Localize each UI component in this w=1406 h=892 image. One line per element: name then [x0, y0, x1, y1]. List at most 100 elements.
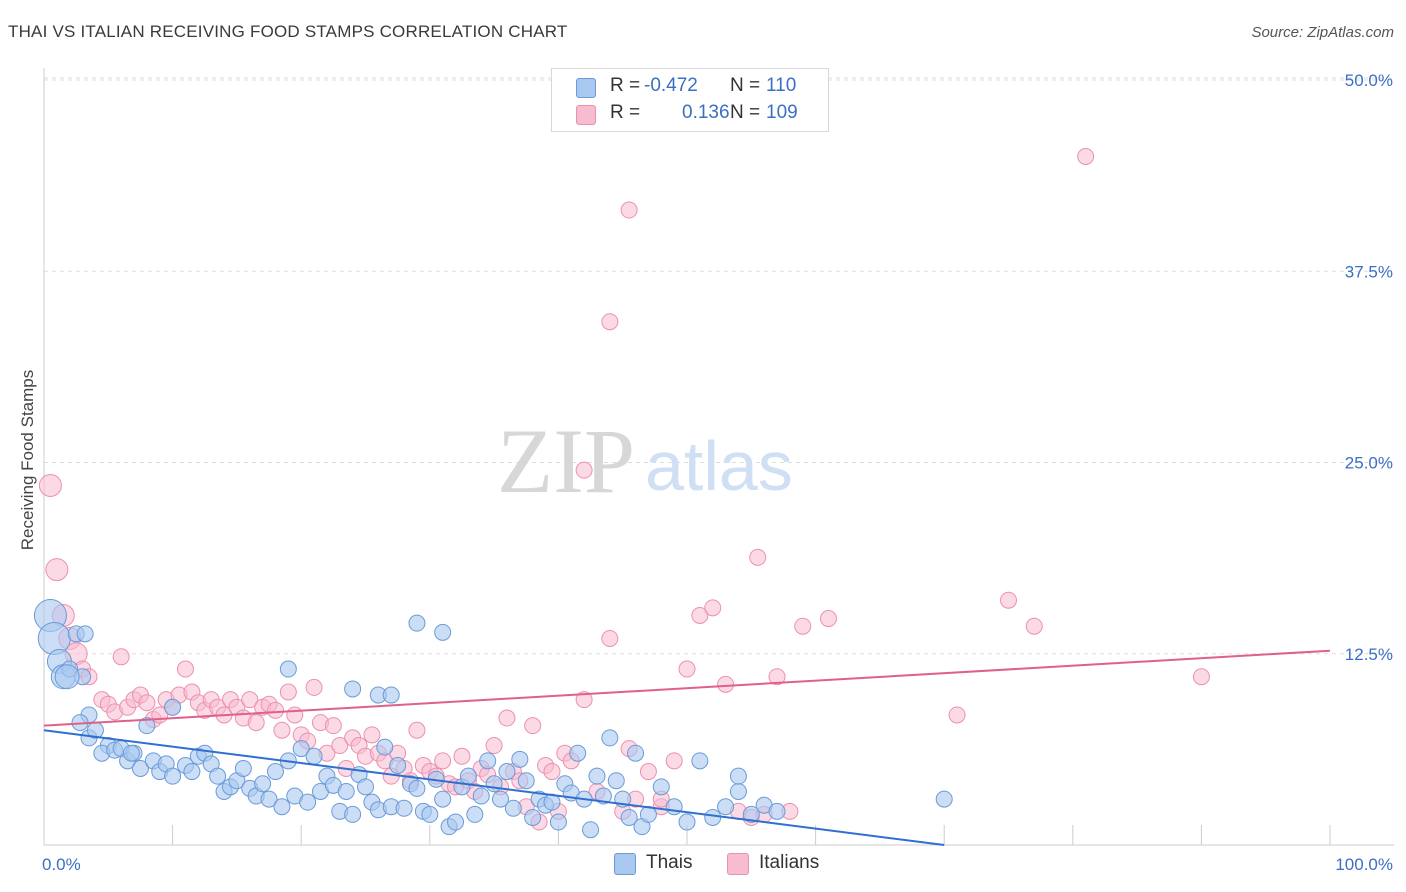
y-tick-labels: 12.5% 25.0% 37.5% 50.0% — [1345, 71, 1393, 664]
thai-point — [389, 756, 407, 774]
y-axis-label: Receiving Food Stamps — [18, 370, 37, 550]
italian-point — [678, 660, 696, 678]
italian-point — [112, 648, 130, 666]
thai-point — [408, 779, 426, 797]
r-label: R = — [610, 102, 641, 123]
thai-trendline — [43, 729, 945, 846]
thai-point — [717, 798, 735, 816]
n-label: N = — [730, 75, 761, 96]
r-value: 0.136 — [682, 102, 730, 123]
italian-point — [749, 548, 767, 566]
italian-point — [601, 313, 619, 331]
thai-point — [382, 686, 400, 704]
italian-point — [45, 558, 69, 582]
n-value: 109 — [766, 102, 798, 123]
thai-point — [768, 802, 786, 820]
thai-point — [466, 805, 484, 823]
watermark-atlas: atlas — [645, 427, 793, 505]
thai-point — [138, 717, 156, 735]
thai-point — [305, 747, 323, 765]
italians-swatch — [576, 105, 596, 125]
italian-point — [176, 660, 194, 678]
italian-point — [704, 599, 722, 617]
x-tick-label: 0.0% — [42, 855, 81, 874]
n-value: 110 — [766, 75, 797, 96]
thais-legend-label: Thais — [646, 852, 693, 873]
italian-point — [768, 668, 786, 686]
thai-point — [607, 772, 625, 790]
thai-point — [183, 763, 201, 781]
italians-legend-swatch — [727, 853, 749, 875]
italian-point — [819, 610, 837, 628]
thai-point — [511, 750, 529, 768]
italian-point — [453, 747, 471, 765]
italian-point — [717, 675, 735, 693]
thai-point — [665, 798, 683, 816]
thai-point — [588, 767, 606, 785]
thai-point — [299, 793, 317, 811]
thai-point — [601, 729, 619, 747]
thai-point — [292, 740, 310, 758]
r-label: R = — [610, 75, 641, 96]
thai-point — [279, 660, 297, 678]
thai-point — [691, 752, 709, 770]
thai-point — [524, 808, 542, 826]
thai-point — [582, 821, 600, 839]
italian-point — [1000, 591, 1017, 609]
gridlines — [44, 77, 1394, 655]
thai-point — [517, 772, 535, 790]
y-tick-label: 37.5% — [1345, 262, 1393, 281]
y-tick-label: 12.5% — [1345, 645, 1393, 664]
italian-point — [485, 737, 503, 755]
thai-point — [549, 813, 567, 831]
italian-point — [279, 683, 297, 701]
italians-legend-label: Italians — [759, 852, 820, 873]
r-value: -0.472 — [644, 75, 698, 96]
thai-point — [37, 621, 71, 655]
italian-point — [286, 706, 304, 724]
thai-point — [729, 767, 747, 785]
italian-point — [38, 473, 62, 497]
italian-point — [266, 701, 284, 719]
watermark-zip: ZIP — [497, 410, 635, 512]
thai-point — [485, 775, 503, 793]
thai-point — [498, 763, 516, 781]
italian-point — [524, 717, 542, 735]
italian-point — [620, 201, 638, 219]
italian-point — [543, 763, 561, 781]
n-label: N = — [730, 102, 761, 123]
thai-point — [273, 798, 291, 816]
italian-point — [498, 709, 516, 727]
italian-point — [639, 763, 657, 781]
thai-point — [472, 787, 490, 805]
italian-point — [794, 617, 812, 635]
italian-point — [363, 726, 381, 744]
italian-trendline — [43, 649, 1331, 727]
thai-point — [569, 744, 587, 762]
thai-point — [337, 782, 355, 800]
thai-point — [447, 813, 465, 831]
thai-point — [254, 775, 272, 793]
thai-point — [408, 614, 426, 632]
italian-point — [1025, 617, 1043, 635]
thai-point — [357, 778, 374, 796]
thai-point — [594, 787, 612, 805]
thai-point — [131, 760, 149, 777]
thai-point — [504, 799, 522, 817]
thai-point — [704, 808, 722, 826]
thai-point — [260, 790, 278, 808]
italian-point — [434, 752, 452, 770]
italian-point — [138, 694, 156, 712]
thai-point — [164, 767, 182, 785]
italian-point — [691, 607, 709, 624]
source-label: Source: ZipAtlas.com — [1251, 24, 1394, 41]
thai-point — [729, 782, 747, 800]
italian-point — [241, 691, 259, 709]
thai-point — [935, 790, 953, 808]
thai-point — [652, 778, 670, 796]
italian-point — [575, 461, 593, 479]
thai-point — [234, 760, 252, 777]
thai-point — [164, 698, 182, 716]
thai-point — [266, 763, 284, 781]
